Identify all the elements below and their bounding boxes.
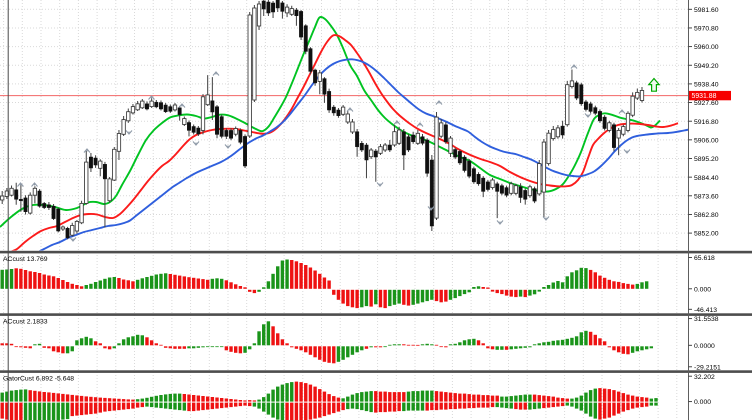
svg-text:5862.80: 5862.80 [694,212,719,219]
svg-text:-29.2151: -29.2151 [694,364,721,371]
svg-text:ACcust 13.769: ACcust 13.769 [3,256,48,263]
svg-text:0.000: 0.000 [694,286,711,293]
svg-text:5931.88: 5931.88 [692,93,717,100]
svg-text:ACcust 2.1833: ACcust 2.1833 [3,319,48,326]
svg-text:5938.40: 5938.40 [694,82,719,89]
svg-text:5927.60: 5927.60 [694,100,719,107]
svg-text:5970.80: 5970.80 [694,26,719,33]
svg-text:5981.60: 5981.60 [694,7,719,14]
svg-text:32.202: 32.202 [694,374,715,381]
svg-text:5873.60: 5873.60 [694,193,719,200]
svg-text:-46.413: -46.413 [694,307,717,314]
svg-text:0.000: 0.000 [694,399,711,406]
svg-text:65.618: 65.618 [694,255,715,262]
svg-text:5916.80: 5916.80 [694,119,719,126]
svg-text:5895.20: 5895.20 [694,156,719,163]
svg-text:5906.00: 5906.00 [694,137,719,144]
svg-text:0.0000: 0.0000 [694,343,715,350]
svg-text:5884.40: 5884.40 [694,175,719,182]
svg-text:31.5538: 31.5538 [694,316,719,323]
svg-text:5949.20: 5949.20 [694,63,719,70]
svg-text:5852.00: 5852.00 [694,231,719,238]
svg-text:GatorCust 6.892 -5.648: GatorCust 6.892 -5.648 [3,376,74,383]
svg-text:5960.00: 5960.00 [694,44,719,51]
